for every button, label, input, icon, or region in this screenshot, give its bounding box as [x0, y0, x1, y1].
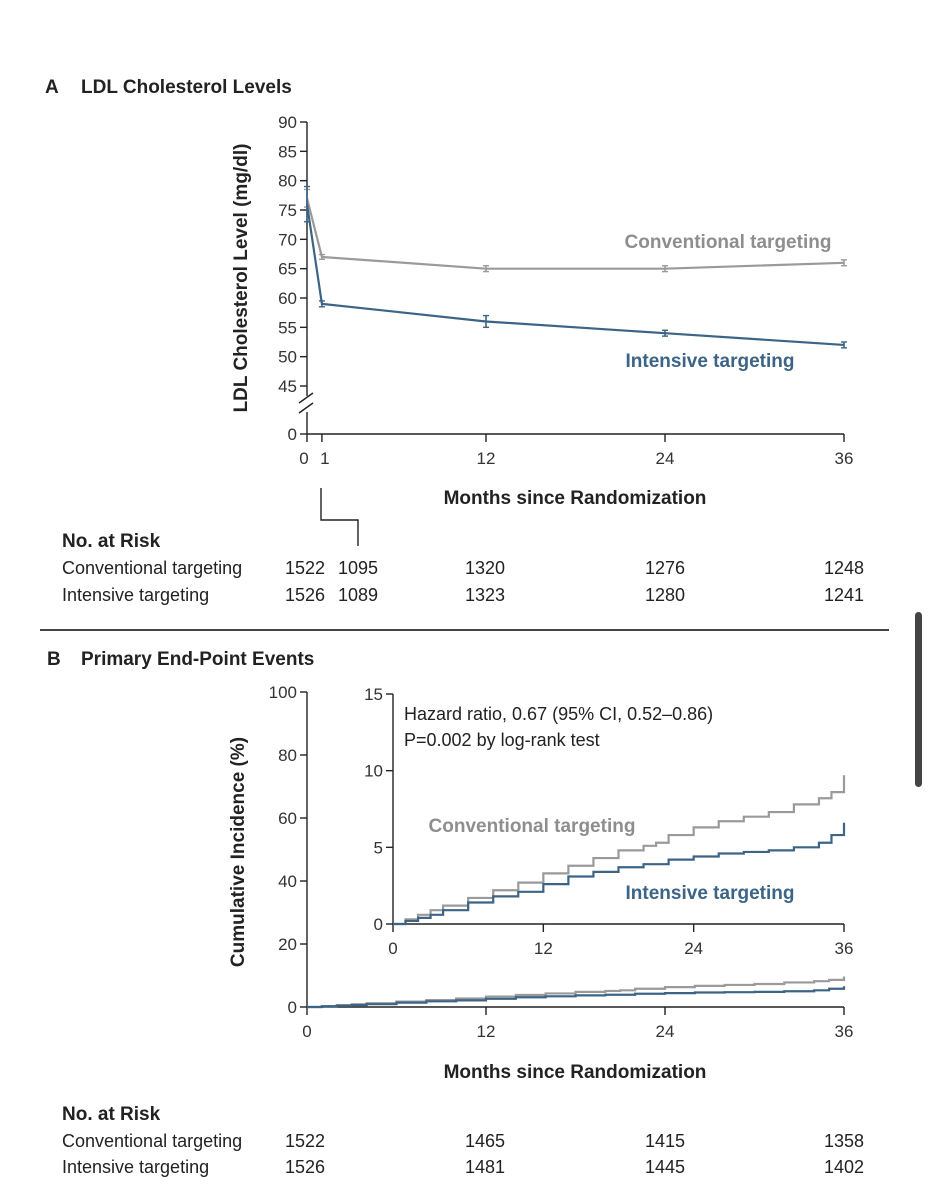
hazard-ratio-text: Hazard ratio, 0.67 (95% CI, 0.52–0.86)	[404, 704, 713, 724]
x-tick-label: 12	[477, 449, 496, 468]
y-tick-label: 0	[288, 425, 297, 444]
panel-a-intensive-label: Intensive targeting	[626, 351, 795, 372]
risk-value: 1526	[285, 585, 325, 605]
y-tick-label: 80	[278, 172, 297, 191]
y-tick-label: 50	[278, 348, 297, 367]
axis-break-mark	[298, 402, 314, 414]
panel-a-letter: A	[45, 77, 59, 98]
inset-y-tick-label: 0	[374, 915, 383, 934]
panel-b: B Primary End-Point Events Cumulative In…	[47, 649, 853, 1083]
panel-a-title: LDL Cholesterol Levels	[81, 77, 292, 98]
inset-intensive-line	[393, 822, 846, 926]
risk-value: 1241	[824, 585, 864, 605]
risk-table-b: No. at Risk Conventional targeting Inten…	[62, 1104, 864, 1177]
inset-x-tick-label: 24	[684, 939, 703, 958]
x-tick-label: 0	[299, 449, 308, 468]
risk-value: 1465	[465, 1131, 505, 1151]
inset-axes: 0 5 10 15 0 12 24 36	[364, 685, 853, 958]
panel-a-x-axis-label: Months since Randomization	[444, 488, 707, 509]
y-tick-label: 20	[278, 935, 297, 954]
y-tick-label: 80	[278, 746, 297, 765]
risk-value: 1248	[824, 558, 864, 578]
panel-b-x-axis-label: Months since Randomization	[444, 1062, 707, 1083]
panel-a: A LDL Cholesterol Levels LDL Cholesterol…	[45, 77, 853, 546]
inset-y-tick-label: 15	[364, 685, 383, 704]
intensive-incidence-line	[307, 986, 846, 1009]
y-tick-label: 75	[278, 201, 297, 220]
risk-value: 1526	[285, 1157, 325, 1177]
p-value-text: P=0.002 by log-rank test	[404, 730, 600, 750]
risk-table-a: No. at Risk Conventional targeting Inten…	[62, 531, 864, 605]
risk-value: 1402	[824, 1157, 864, 1177]
y-tick-label: 85	[278, 142, 297, 161]
y-tick-label: 45	[278, 377, 297, 396]
y-tick-label: 100	[269, 683, 297, 702]
x-tick-label: 12	[477, 1022, 496, 1041]
risk-value: 1522	[285, 1131, 325, 1151]
inset-conventional-line	[393, 775, 846, 926]
risk-row-label: Conventional targeting	[62, 558, 242, 578]
intensive-ldl-line	[305, 203, 845, 347]
inset-x-tick-label: 36	[835, 939, 854, 958]
risk-value: 1089	[338, 585, 378, 605]
y-tick-label: 70	[278, 230, 297, 249]
panel-a-conventional-label: Conventional targeting	[625, 232, 832, 253]
risk-value: 1280	[645, 585, 685, 605]
y-tick-label: 65	[278, 260, 297, 279]
inset-intensive-label: Intensive targeting	[626, 883, 795, 904]
risk-heading: No. at Risk	[62, 531, 161, 552]
risk-heading: No. at Risk	[62, 1104, 161, 1125]
panel-b-y-axis-label: Cumulative Incidence (%)	[228, 737, 249, 967]
risk-value: 1481	[465, 1157, 505, 1177]
risk-row-label: Intensive targeting	[62, 585, 209, 605]
y-tick-label: 0	[288, 998, 297, 1017]
x-tick-label: 1	[320, 449, 329, 468]
panel-b-title: Primary End-Point Events	[81, 649, 314, 670]
risk-value: 1095	[338, 558, 378, 578]
scrollbar[interactable]	[915, 612, 922, 787]
x-tick-label: 36	[835, 449, 854, 468]
inset-x-tick-label: 12	[534, 939, 553, 958]
panel-a-series	[304, 185, 847, 349]
risk-value: 1323	[465, 585, 505, 605]
risk-value: 1276	[645, 558, 685, 578]
x-tick-label: 0	[302, 1022, 311, 1041]
inset-conventional-label: Conventional targeting	[429, 816, 636, 837]
risk-row-label: Intensive targeting	[62, 1157, 209, 1177]
risk-value: 1415	[645, 1131, 685, 1151]
risk-value: 1320	[465, 558, 505, 578]
risk-value: 1445	[645, 1157, 685, 1177]
inset-series	[393, 775, 846, 926]
y-tick-label: 60	[278, 289, 297, 308]
y-tick-label: 90	[278, 113, 297, 132]
inset-y-tick-label: 10	[364, 762, 383, 781]
panel-b-series	[307, 976, 846, 1009]
risk-value: 1358	[824, 1131, 864, 1151]
y-tick-label: 55	[278, 318, 297, 337]
y-tick-label: 40	[278, 872, 297, 891]
x-tick-label: 36	[835, 1022, 854, 1041]
x-tick-label: 24	[656, 449, 675, 468]
axis-break-mark	[298, 392, 314, 404]
panel-b-letter: B	[47, 649, 61, 670]
panel-a-y-axis-label: LDL Cholesterol Level (mg/dl)	[231, 144, 252, 413]
y-tick-label: 60	[278, 809, 297, 828]
risk-row-label: Conventional targeting	[62, 1131, 242, 1151]
x-tick-label: 24	[656, 1022, 675, 1041]
inset-y-tick-label: 5	[374, 838, 383, 857]
inset-x-tick-label: 0	[388, 939, 397, 958]
risk-value: 1522	[285, 558, 325, 578]
risk-bracket	[320, 488, 359, 546]
